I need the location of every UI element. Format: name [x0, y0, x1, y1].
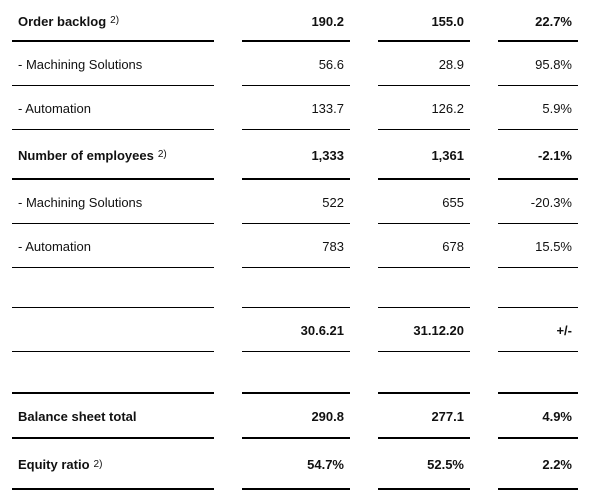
value-current: 190.2 [311, 13, 344, 29]
divider [378, 351, 470, 352]
divider [498, 307, 578, 308]
value-previous: 678 [442, 238, 464, 254]
divider [498, 351, 578, 352]
table-row-machining-solutions: - Machining Solutions 56.6 28.9 95.8% [0, 42, 604, 86]
row-label [12, 308, 214, 352]
divider [498, 437, 578, 439]
table-row-date-header: 30.6.21 31.12.20 +/- [0, 308, 604, 352]
value-current: 522 [322, 194, 344, 210]
divider [12, 437, 214, 439]
divider [12, 351, 214, 352]
divider [242, 351, 350, 352]
value-change: -20.3% [530, 194, 572, 210]
value-change: 15.5% [535, 238, 572, 254]
value-previous [378, 268, 470, 308]
row-label: Number of employees [18, 147, 154, 163]
divider [378, 85, 470, 86]
table-row-automation: - Automation 783 678 15.5% [0, 224, 604, 268]
divider [12, 129, 214, 130]
divider [12, 40, 214, 42]
value-current: 56.6 [318, 56, 344, 72]
divider [242, 307, 350, 308]
value-change: 95.8% [535, 56, 572, 72]
table-row-automation: - Automation 133.7 126.2 5.9% [0, 86, 604, 130]
table-row-number-of-employees: Number of employees 2) 1,333 1,361 -2.1% [0, 130, 604, 180]
divider [378, 129, 470, 130]
divider [378, 488, 470, 490]
table-row-machining-solutions: - Machining Solutions 522 655 -20.3% [0, 180, 604, 224]
divider [378, 178, 470, 180]
header-previous-date: 31.12.20 [413, 322, 464, 338]
row-label: - Automation [18, 100, 91, 116]
row-label [12, 352, 214, 394]
divider [498, 85, 578, 86]
value-change: 4.9% [542, 409, 572, 424]
value-change: 2.2% [542, 457, 572, 472]
divider [12, 267, 214, 268]
divider [242, 223, 350, 224]
table-row-spacer [0, 352, 604, 394]
value-previous: 277.1 [431, 409, 464, 424]
value-previous: 28.9 [438, 56, 464, 72]
value-previous: 155.0 [431, 13, 464, 29]
divider [378, 437, 470, 439]
divider [378, 307, 470, 308]
divider [498, 223, 578, 224]
divider [12, 488, 214, 490]
value-current: 783 [322, 238, 344, 254]
divider [378, 267, 470, 268]
value-change: 5.9% [542, 100, 572, 116]
divider [378, 40, 470, 42]
divider [12, 178, 214, 180]
value-previous [378, 352, 470, 394]
value-change: -2.1% [538, 147, 572, 163]
divider [242, 488, 350, 490]
row-label: - Machining Solutions [18, 194, 143, 210]
divider [498, 178, 578, 180]
divider [242, 437, 350, 439]
value-previous: 655 [442, 194, 464, 210]
row-label: Equity ratio [18, 457, 90, 472]
divider [242, 129, 350, 130]
value-previous: 52.5% [427, 457, 464, 472]
table-row-spacer [0, 268, 604, 308]
value-current [242, 352, 350, 394]
divider [12, 392, 214, 394]
divider [378, 223, 470, 224]
row-label: - Automation [18, 238, 91, 254]
divider [498, 40, 578, 42]
row-label: - Machining Solutions [18, 56, 143, 72]
divider [12, 307, 214, 308]
row-label [12, 268, 214, 308]
divider [242, 85, 350, 86]
divider [242, 40, 350, 42]
table-row-equity-ratio: Equity ratio 2) 54.7% 52.5% 2.2% [0, 439, 604, 490]
divider [242, 178, 350, 180]
row-label: Balance sheet total [18, 409, 137, 424]
divider [12, 85, 214, 86]
divider [378, 392, 470, 394]
value-current [242, 268, 350, 308]
divider [242, 392, 350, 394]
value-previous: 1,361 [431, 147, 464, 163]
divider [12, 223, 214, 224]
value-change: 22.7% [535, 13, 572, 29]
value-change [498, 268, 578, 308]
value-change [498, 352, 578, 394]
header-current-date: 30.6.21 [300, 322, 344, 338]
divider [498, 267, 578, 268]
divider [498, 129, 578, 130]
divider [242, 267, 350, 268]
value-previous: 126.2 [431, 100, 464, 116]
value-current: 54.7% [307, 457, 344, 472]
value-current: 1,333 [311, 147, 344, 163]
divider [498, 488, 578, 490]
table-row-balance-sheet-total: Balance sheet total 290.8 277.1 4.9% [0, 394, 604, 439]
table-row-order-backlog: Order backlog 2) 190.2 155.0 22.7% [0, 0, 604, 42]
divider [498, 392, 578, 394]
value-current: 133.7 [311, 100, 344, 116]
header-change: +/- [556, 322, 572, 338]
row-label: Order backlog [18, 13, 107, 29]
value-current: 290.8 [311, 409, 344, 424]
